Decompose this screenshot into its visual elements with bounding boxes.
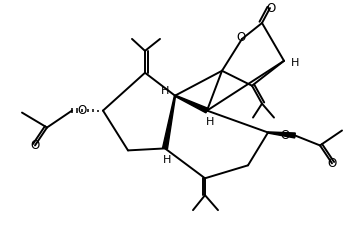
Polygon shape bbox=[175, 95, 208, 113]
Text: H: H bbox=[206, 117, 214, 126]
Text: H: H bbox=[161, 86, 169, 96]
Text: O: O bbox=[236, 31, 246, 44]
Text: O: O bbox=[30, 139, 40, 152]
Text: O: O bbox=[328, 157, 337, 170]
Text: O: O bbox=[281, 129, 290, 142]
Text: H: H bbox=[163, 155, 171, 165]
Text: O: O bbox=[77, 104, 86, 117]
Polygon shape bbox=[268, 132, 295, 138]
Text: H: H bbox=[291, 58, 299, 68]
Polygon shape bbox=[163, 96, 176, 149]
Text: O: O bbox=[266, 2, 276, 15]
